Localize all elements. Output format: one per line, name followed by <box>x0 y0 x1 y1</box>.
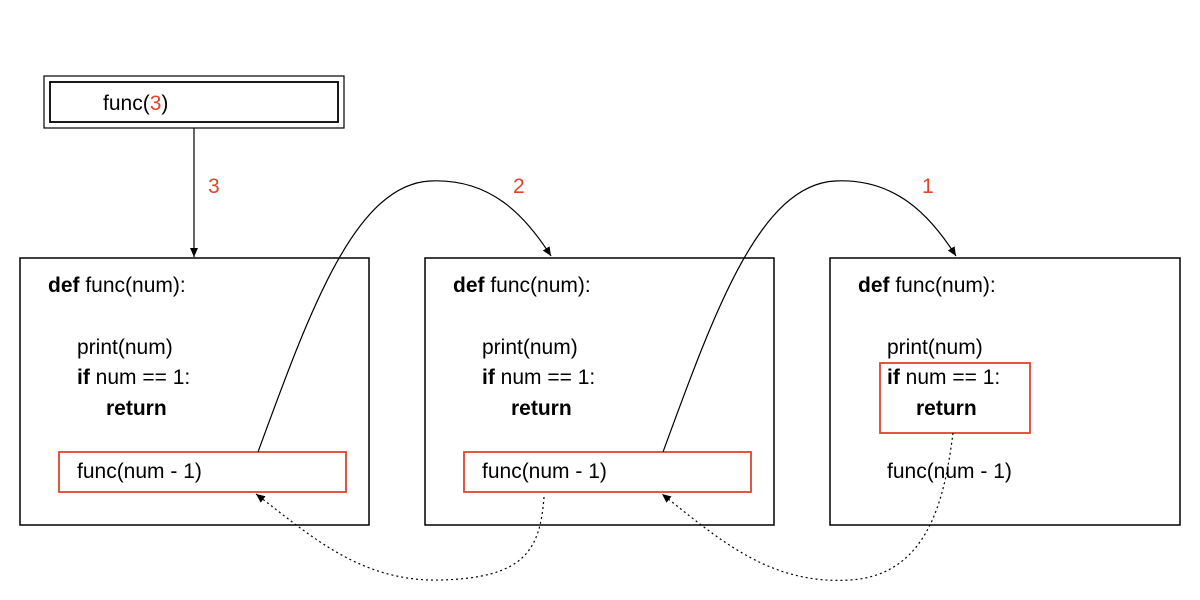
frame-2-def-line: def func(num): <box>453 274 591 297</box>
frame-2-print-line: print(num) <box>482 336 578 359</box>
frame-3-return-line: return <box>916 397 977 420</box>
call-arg: 3 <box>150 92 162 115</box>
arrow-label-2: 2 <box>513 175 525 198</box>
return-arrow-2-to-1 <box>255 493 545 581</box>
frame-1-def-line: def func(num): <box>48 274 186 297</box>
frame-2-def-keyword: def <box>453 274 486 297</box>
frame-2: def func(num): print(num) if num == 1: r… <box>424 257 775 526</box>
call-box-inner-border <box>49 81 339 123</box>
frame-2-if-rest: num == 1: <box>495 366 595 389</box>
frame-2-if-line: if num == 1: <box>482 366 595 389</box>
frame-1-call-highlight <box>58 451 347 493</box>
frame-2-return-line: return <box>511 397 572 420</box>
frame-3-def-keyword: def <box>858 274 891 297</box>
call-suffix: ) <box>161 92 168 115</box>
call-prefix: func( <box>103 92 150 115</box>
frame-1-def-keyword: def <box>48 274 81 297</box>
frame-2-border <box>424 257 775 526</box>
frame-1-if-keyword: if <box>77 366 91 389</box>
frame-1-call-line: func(num - 1) <box>77 460 202 483</box>
recursive-call-arrow-2-to-3 <box>662 180 957 453</box>
frame-1-def-rest: func(num): <box>80 274 186 297</box>
frame-2-call-highlight <box>463 451 752 493</box>
return-arrow-3-to-2 <box>661 432 954 581</box>
frame-1: def func(num): print(num) if num == 1: r… <box>19 257 370 526</box>
frame-3-call-line: func(num - 1) <box>887 460 1012 483</box>
frame-2-def-rest: func(num): <box>485 274 591 297</box>
frame-2-if-keyword: if <box>482 366 496 389</box>
frame-1-if-line: if num == 1: <box>77 366 190 389</box>
arrow-label-3: 3 <box>208 175 220 198</box>
recursive-call-arrow-1-to-2 <box>257 180 552 453</box>
frame-3: def func(num): print(num) if num == 1: r… <box>829 257 1181 526</box>
frame-1-return-line: return <box>106 397 167 420</box>
initial-call-box: func(3) <box>43 75 345 129</box>
frame-3-border <box>829 257 1181 526</box>
frame-3-base-case-highlight <box>879 362 1031 434</box>
frame-3-if-rest: num == 1: <box>900 366 1000 389</box>
frame-1-print-line: print(num) <box>77 336 173 359</box>
frame-3-def-line: def func(num): <box>858 274 996 297</box>
frame-3-print-line: print(num) <box>887 336 983 359</box>
arrow-label-1: 1 <box>922 175 934 198</box>
frame-1-if-rest: num == 1: <box>90 366 190 389</box>
frame-2-call-line: func(num - 1) <box>482 460 607 483</box>
frame-3-def-rest: func(num): <box>890 274 996 297</box>
frame-3-if-line: if num == 1: <box>887 366 1000 389</box>
frame-3-if-keyword: if <box>887 366 901 389</box>
frame-1-border <box>19 257 370 526</box>
initial-call-text: func(3) <box>103 92 168 115</box>
call-box-outer-border <box>43 75 345 129</box>
